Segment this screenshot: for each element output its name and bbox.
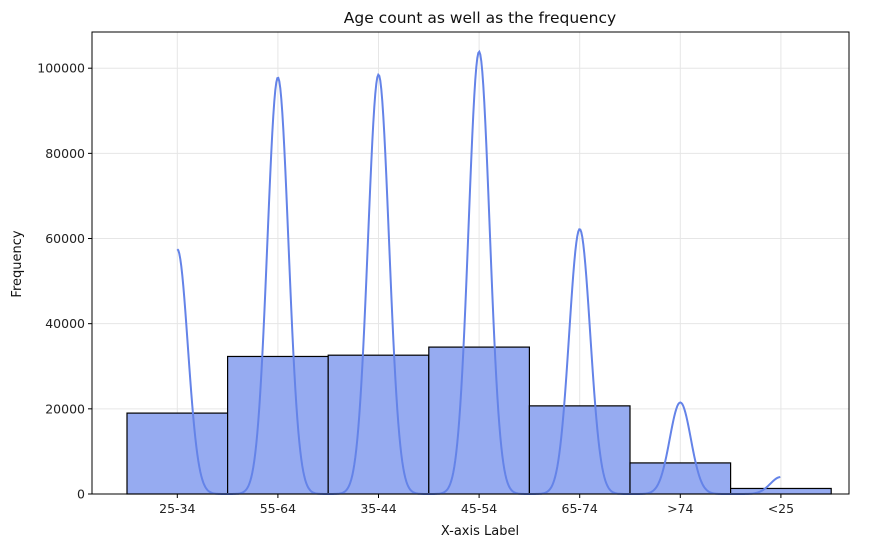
y-axis-title: Frequency <box>10 230 25 297</box>
y-tick-label-5: 100000 <box>37 61 85 76</box>
bar->74 <box>629 462 732 495</box>
kde-curve <box>176 49 781 495</box>
x-tick-label-3: 45-54 <box>461 501 497 516</box>
y-tick-label-2: 40000 <box>45 316 85 331</box>
y-tick-label-3: 60000 <box>45 231 85 246</box>
tick-layer: 0 20000 40000 60000 80000 100000 25-34 55-64 35-… <box>37 61 794 516</box>
x-tick-label-2: 35-44 <box>360 501 396 516</box>
bar-layer <box>126 346 832 495</box>
x-tick-label-1: 55-64 <box>260 501 296 516</box>
bar-45-54 <box>428 346 530 495</box>
bar-35-44 <box>327 354 430 495</box>
plot-frame <box>91 31 850 495</box>
x-tick-label-0: 25-34 <box>159 501 195 516</box>
y-tick-label-1: 20000 <box>45 401 85 416</box>
x-tick-label-6: <25 <box>768 501 794 516</box>
x-axis-title: X-axis Label <box>441 524 519 539</box>
x-tick-label-4: 65-74 <box>562 501 598 516</box>
bar-25-34 <box>126 412 229 495</box>
bar-65-74 <box>528 405 631 495</box>
y-tick-label-4: 80000 <box>45 146 85 161</box>
chart-title: Age count as well as the frequency <box>344 9 616 27</box>
bar-55-64 <box>227 355 329 495</box>
y-tick-label-0: 0 <box>77 487 85 502</box>
x-tick-label-5: >74 <box>667 501 693 516</box>
grid-layer <box>92 32 849 495</box>
